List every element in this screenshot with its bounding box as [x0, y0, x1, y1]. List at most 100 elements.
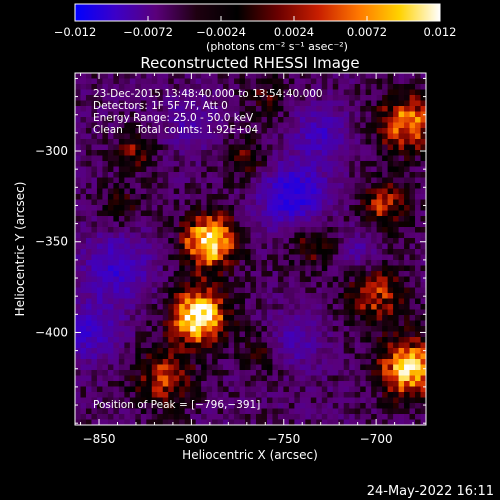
- heatmap-cell: [102, 348, 109, 354]
- heatmap-cell: [118, 183, 125, 189]
- heatmap-cell: [173, 122, 180, 129]
- heatmap-cell: [201, 287, 208, 294]
- heatmap-cell: [343, 139, 350, 145]
- heatmap-cell: [376, 139, 383, 145]
- heatmap-cell: [343, 216, 350, 222]
- heatmap-cell: [201, 238, 208, 244]
- heatmap-cell: [245, 128, 251, 134]
- heatmap-cell: [354, 227, 361, 233]
- heatmap-cell: [316, 144, 323, 151]
- heatmap-cell: [195, 188, 202, 195]
- peak-position-label: Position of Peak = [−796,−391]: [93, 399, 260, 411]
- heatmap-cell: [305, 408, 312, 415]
- heatmap-cell: [173, 216, 180, 222]
- heatmap-cell: [261, 177, 268, 184]
- heatmap-cell: [343, 133, 350, 140]
- heatmap-cell: [398, 419, 405, 425]
- heatmap-cell: [124, 155, 131, 162]
- heatmap-cell: [338, 419, 345, 425]
- heatmap-cell: [310, 73, 317, 79]
- heatmap-cell: [354, 254, 361, 261]
- heatmap-cell: [338, 403, 345, 409]
- heatmap-cell: [371, 166, 378, 173]
- heatmap-cell: [387, 249, 394, 255]
- heatmap-cell: [151, 238, 158, 244]
- heatmap-cell: [151, 128, 158, 134]
- heatmap-cell: [168, 359, 175, 365]
- heatmap-cell: [162, 144, 169, 151]
- heatmap-cell: [173, 78, 180, 85]
- heatmap-cell: [409, 293, 416, 299]
- heatmap-cell: [365, 271, 372, 277]
- heatmap-cell: [146, 370, 153, 376]
- heatmap-cell: [272, 177, 279, 184]
- heatmap-cell: [91, 133, 98, 140]
- heatmap-cell: [228, 353, 235, 360]
- heatmap-cell: [371, 177, 378, 184]
- heatmap-cell: [146, 205, 153, 211]
- heatmap-cell: [91, 150, 98, 156]
- heatmap-cell: [393, 78, 399, 85]
- heatmap-cell: [365, 260, 372, 266]
- heatmap-cell: [382, 370, 389, 376]
- heatmap-cell: [371, 419, 378, 425]
- heatmap-cell: [393, 419, 399, 425]
- heatmap-cell: [338, 199, 345, 206]
- heatmap-cell: [91, 188, 98, 195]
- heatmap-cell: [387, 276, 394, 283]
- heatmap-cell: [75, 249, 81, 255]
- heatmap-cell: [266, 100, 273, 107]
- heatmap-cell: [102, 150, 109, 156]
- heatmap-cell: [415, 282, 421, 288]
- heatmap-cell: [332, 166, 339, 173]
- heatmap-cell: [201, 122, 208, 129]
- heatmap-cell: [277, 78, 284, 85]
- heatmap-cell: [146, 73, 153, 79]
- heatmap-cell: [75, 331, 81, 338]
- heatmap-cell: [404, 161, 410, 167]
- heatmap-cell: [310, 194, 317, 200]
- heatmap-cell: [113, 315, 120, 321]
- heatmap-cell: [168, 128, 175, 134]
- heatmap-cell: [80, 78, 87, 85]
- heatmap-cell: [80, 287, 87, 294]
- heatmap-cell: [96, 84, 103, 90]
- heatmap-cell: [371, 232, 378, 239]
- heatmap-cell: [113, 419, 120, 425]
- heatmap-cell: [409, 183, 416, 189]
- heatmap-cell: [140, 205, 147, 211]
- heatmap-cell: [310, 221, 317, 228]
- heatmap-cell: [305, 287, 312, 294]
- heatmap-cell: [283, 315, 290, 321]
- heatmap-cell: [349, 210, 356, 217]
- heatmap-cell: [409, 166, 416, 173]
- heatmap-cell: [393, 227, 399, 233]
- heatmap-cell: [102, 359, 109, 365]
- heatmap-cell: [190, 199, 197, 206]
- heatmap-cell: [228, 249, 235, 255]
- heatmap-cell: [283, 370, 290, 376]
- heatmap-cell: [409, 276, 416, 283]
- heatmap-cell: [409, 100, 416, 107]
- heatmap-cell: [113, 254, 120, 261]
- heatmap-cell: [146, 282, 153, 288]
- heatmap-cell: [316, 194, 323, 200]
- heatmap-cell: [239, 348, 246, 354]
- heatmap-cell: [321, 199, 328, 206]
- heatmap-cell: [371, 348, 378, 354]
- heatmap-cell: [201, 117, 208, 123]
- heatmap-cell: [327, 287, 334, 294]
- heatmap-cell: [365, 128, 372, 134]
- heatmap-cell: [255, 320, 262, 327]
- heatmap-cell: [283, 359, 290, 365]
- heatmap-cell: [234, 414, 240, 420]
- heatmap-cell: [223, 95, 229, 101]
- heatmap-cell: [113, 337, 120, 343]
- heatmap-cell: [398, 331, 405, 338]
- heatmap-cell: [316, 353, 323, 360]
- heatmap-cell: [299, 419, 306, 425]
- heatmap-cell: [190, 232, 197, 239]
- heatmap-cell: [228, 194, 235, 200]
- heatmap-cell: [321, 183, 328, 189]
- heatmap-cell: [118, 337, 125, 343]
